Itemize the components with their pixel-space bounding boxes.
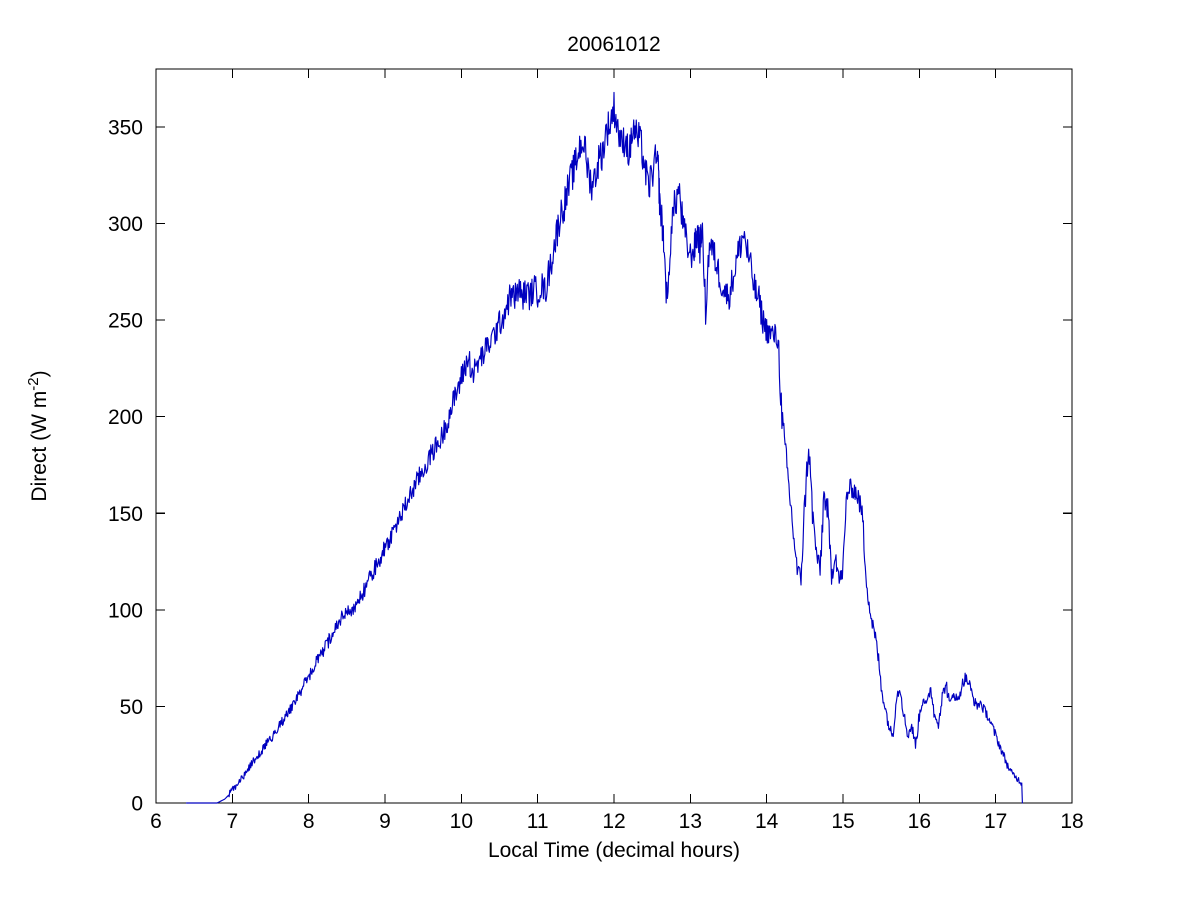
y-axis-label-group: Direct (W m-2): [25, 370, 51, 501]
y-tick-label: 100: [108, 599, 143, 622]
y-tick-label: 350: [108, 116, 143, 139]
data-series-direct: [185, 91, 1023, 804]
y-tick-label: 0: [131, 793, 143, 816]
y-tick-label: 200: [108, 406, 143, 429]
y-axis-ticks: 0 50 100 150 200 250 300 350: [108, 116, 1072, 816]
x-tick-label: 15: [831, 810, 854, 833]
x-tick-label: 11: [527, 810, 549, 833]
y-tick-label: 50: [120, 696, 143, 719]
x-tick-label: 16: [908, 810, 931, 833]
x-axis-ticks: 6 7 8 9 10 11 12 13 14 15 16 17 18: [150, 69, 1084, 833]
x-tick-label: 7: [226, 810, 238, 833]
y-tick-label: 250: [108, 310, 143, 333]
x-tick-label: 14: [755, 810, 779, 833]
y-axis-label-close: ): [28, 370, 51, 377]
x-tick-label: 12: [602, 810, 625, 833]
x-tick-label: 6: [150, 810, 162, 833]
x-tick-label: 13: [679, 810, 702, 833]
y-axis-label-superscript: -2: [25, 377, 42, 390]
x-tick-label: 18: [1060, 810, 1083, 833]
x-tick-label: 10: [450, 810, 473, 833]
x-tick-label: 9: [379, 810, 391, 833]
chart-title: 20061012: [567, 33, 660, 56]
x-tick-label: 8: [303, 810, 315, 833]
x-tick-label: 17: [984, 810, 1007, 833]
x-axis-label: Local Time (decimal hours): [488, 839, 740, 862]
y-axis-label: Direct (W m-2): [25, 370, 51, 501]
y-tick-label: 150: [108, 503, 143, 526]
y-axis-label-main: Direct (W m: [28, 391, 51, 502]
y-tick-label: 300: [108, 213, 143, 236]
